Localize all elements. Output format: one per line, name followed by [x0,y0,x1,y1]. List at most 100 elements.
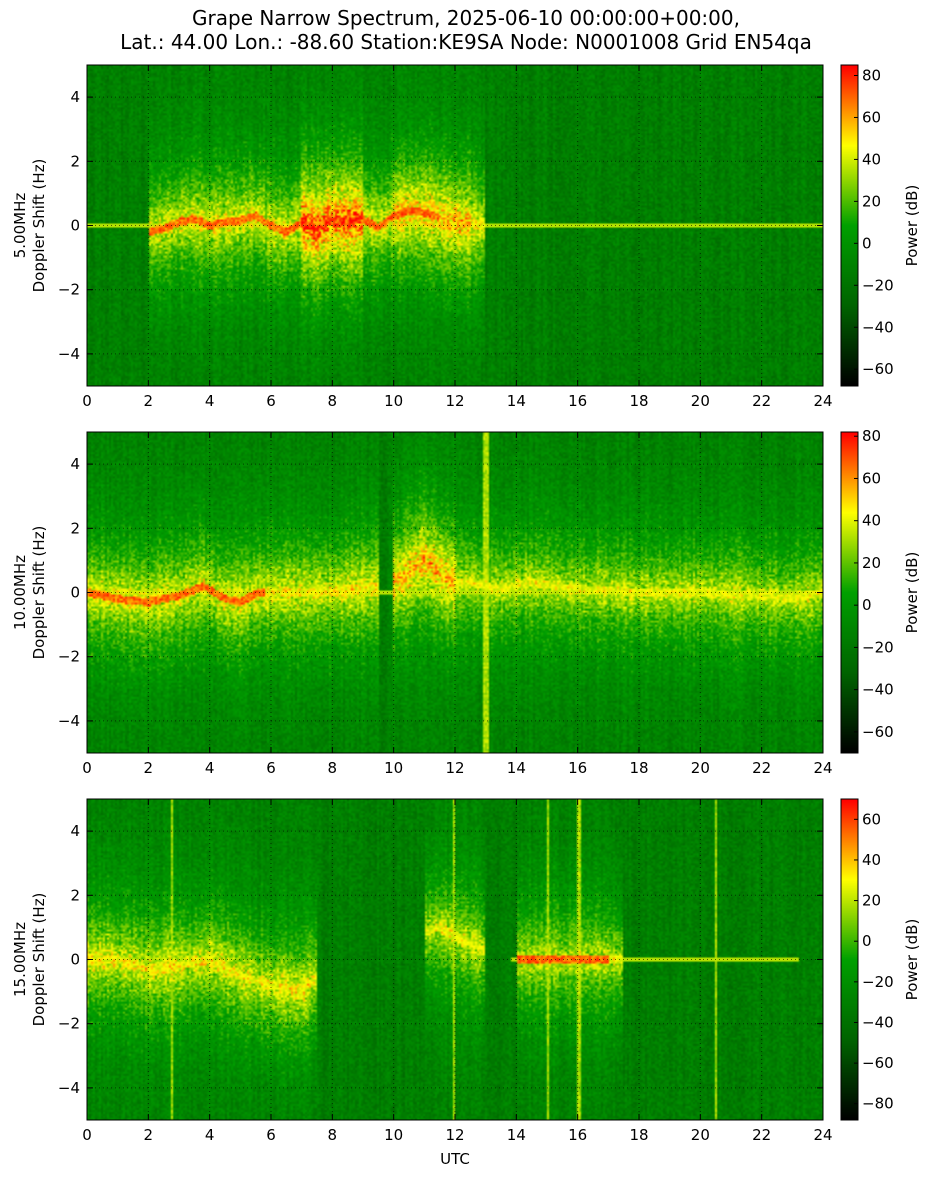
figure-title-line-1: Grape Narrow Spectrum, 2025-06-10 00:00:… [192,6,740,30]
colorbar-gradient [841,799,858,1120]
x-tick-label: 12 [445,1126,464,1144]
x-tick-label: 24 [813,1126,832,1144]
colorbar-tick-label: 80 [862,427,881,445]
x-tick-label: 10 [384,759,403,777]
colorbar-tick-label: 0 [862,932,872,950]
colorbar-frame [840,431,859,754]
x-tick-label: 0 [82,392,92,410]
x-tick-label: 22 [752,1126,771,1144]
colorbar-label: Power (dB) [903,919,921,1001]
y-tick-label: −4 [58,712,80,730]
x-tick-label: 0 [82,759,92,777]
x-tick-label: 16 [568,1126,587,1144]
x-tick-label: 22 [752,392,771,410]
colorbar-gradient [841,432,858,753]
frequency-label: 10.00MHz [11,555,29,630]
x-tick-label: 14 [507,1126,526,1144]
y-tick-label: −2 [58,648,80,666]
x-tick-label: 0 [82,1126,92,1144]
y-tick-label: 4 [70,822,80,840]
figure-title-line-2: Lat.: 44.00 Lon.: -88.60 Station:KE9SA N… [120,30,812,54]
colorbar-tick-label: 20 [862,892,881,910]
x-tick-label: 2 [144,759,154,777]
x-tick-label: 22 [752,759,771,777]
x-tick-label: 18 [629,759,648,777]
x-tick-label: 8 [328,1126,338,1144]
colorbar-tick-label: −60 [862,723,894,741]
colorbar: −60 −40 −20 0 20 40 60 80 Power (dB) [840,427,921,754]
x-tick-label: 16 [568,392,587,410]
x-tick-label: 14 [507,392,526,410]
y-axis-label: Doppler Shift (Hz) [30,893,48,1027]
colorbar-tick-label: 60 [862,810,881,828]
y-tick-label: 4 [70,455,80,473]
colorbar-tick-label: −20 [862,276,894,294]
x-tick-label: 2 [144,392,154,410]
x-tick-label: 8 [328,392,338,410]
colorbar-tick-label: 60 [862,469,881,487]
y-tick-label: −2 [58,1015,80,1033]
colorbar-label: Power (dB) [903,185,921,267]
x-tick-label: 24 [813,759,832,777]
x-tick-label: 10 [384,1126,403,1144]
colorbar-tick-label: −40 [862,1013,894,1031]
colorbar-tick-label: 20 [862,192,881,210]
colorbar-tick-label: −80 [862,1095,894,1113]
x-tick-label: 18 [629,1126,648,1144]
colorbar-tick-label: 80 [862,66,881,84]
x-tick-label: 4 [205,759,215,777]
x-tick-label: 12 [445,759,464,777]
x-tick-label: 24 [813,392,832,410]
x-tick-label: 20 [691,759,710,777]
y-axis-label: Doppler Shift (Hz) [30,159,48,293]
x-tick-label: 8 [328,759,338,777]
colorbar-frame [840,798,859,1121]
frequency-label: 5.00MHz [11,193,29,259]
colorbar-tick-label: 60 [862,108,881,126]
colorbar-tick-label: −40 [862,681,894,699]
colorbar-tick-label: 40 [862,150,881,168]
x-tick-label: 4 [205,392,215,410]
x-tick-label: 12 [445,392,464,410]
x-tick-label: 4 [205,1126,215,1144]
x-tick-label: 14 [507,759,526,777]
y-tick-label: −2 [58,281,80,299]
x-tick-label: 20 [691,1126,710,1144]
colorbar-frame [840,64,859,387]
x-tick-label: 6 [266,1126,276,1144]
colorbar-label: Power (dB) [903,552,921,634]
y-tick-label: 0 [70,951,80,969]
y-tick-label: −4 [58,345,80,363]
colorbar-tick-label: 20 [862,554,881,572]
x-tick-label: 2 [144,1126,154,1144]
colorbar-tick-label: 0 [862,234,872,252]
x-tick-label: 16 [568,759,587,777]
y-tick-label: −4 [58,1079,80,1097]
x-tick-label: 10 [384,392,403,410]
colorbar-tick-label: −40 [862,318,894,336]
x-axis-label: UTC [440,1150,470,1168]
x-tick-label: 6 [266,759,276,777]
colorbar: −60 −40 −20 0 20 40 60 80 Power (dB) [840,64,921,387]
colorbar-tick-label: −20 [862,973,894,991]
y-tick-label: 2 [70,519,80,537]
y-tick-label: 2 [70,886,80,904]
colorbar: −80 −60 −40 −20 0 20 40 60 Power (dB) [840,798,921,1121]
x-tick-label: 20 [691,392,710,410]
colorbar-tick-label: 40 [862,512,881,530]
x-tick-label: 18 [629,392,648,410]
colorbar-tick-label: −60 [862,360,894,378]
y-tick-label: 0 [70,584,80,602]
colorbar-tick-label: −20 [862,638,894,656]
y-tick-label: 2 [70,152,80,170]
colorbar-tick-label: −60 [862,1054,894,1072]
y-tick-label: 0 [70,217,80,235]
colorbar-gradient [841,65,858,386]
colorbar-tick-label: 0 [862,596,872,614]
y-tick-label: 4 [70,88,80,106]
